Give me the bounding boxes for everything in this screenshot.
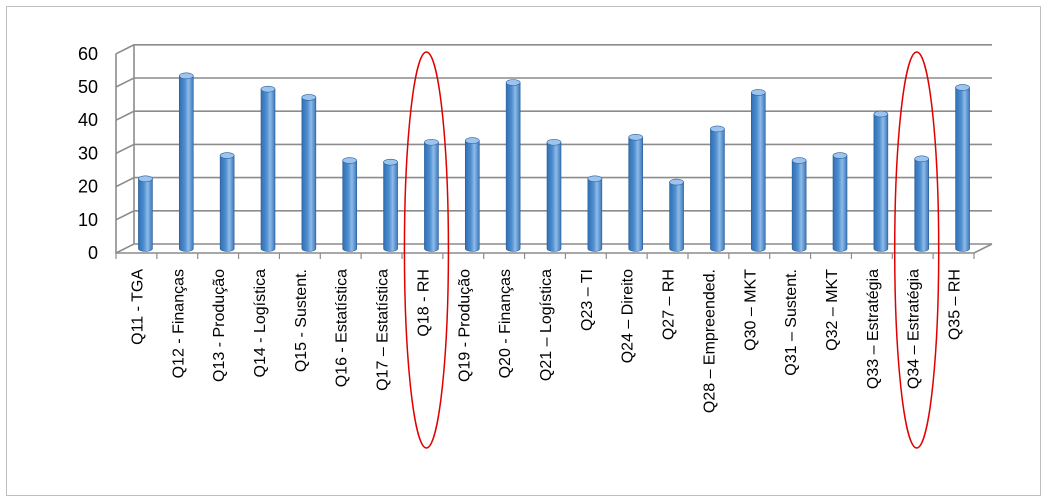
category-label: Q17 – Estatística [375, 269, 392, 391]
bar [383, 158, 398, 252]
category-label: Q33 – Estratégia [865, 269, 882, 389]
bar [628, 133, 644, 252]
bar [873, 110, 889, 252]
bar [505, 79, 521, 252]
bar [914, 155, 930, 252]
y-tick-label: 50 [78, 77, 98, 97]
category-label: Q28 – Empreended. [701, 269, 718, 413]
chart-frame [6, 6, 1041, 496]
gridline [115, 110, 992, 121]
category-label: Q24 – Direito [620, 269, 637, 363]
category-label: Q18 - RH [415, 269, 432, 337]
bar [832, 152, 848, 252]
y-tick-label: 40 [78, 110, 98, 130]
category-labels: Q11 - TGA Q12 - Finanças Q13 - Produção Q14… [129, 269, 963, 413]
category-label: Q20 - Finanças [497, 269, 514, 378]
category-label: Q16 - Estatística [334, 269, 351, 387]
highlight-ellipse [893, 51, 940, 449]
category-label: Q15 - Sustent. [293, 269, 310, 372]
category-label: Q12 - Finanças [170, 269, 187, 378]
category-label: Q23 – TI [579, 269, 596, 331]
y-tick-label: 60 [78, 44, 98, 64]
y-tick-labels: 0 10 20 30 40 50 60 [78, 44, 98, 263]
bar [750, 89, 766, 252]
category-label: Q30 – MKT [742, 269, 759, 351]
axes [115, 44, 993, 259]
category-label: Q27 – RH [661, 269, 678, 340]
bar [424, 138, 439, 252]
category-label: Q11 - TGA [129, 269, 146, 345]
bars [138, 72, 970, 252]
bar [342, 157, 358, 252]
y-tick-label: 30 [78, 143, 98, 163]
y-tick-label: 20 [78, 177, 98, 197]
bar [955, 84, 970, 252]
category-label: Q14 - Logística [252, 269, 269, 378]
category-label: Q21 – Logística [538, 269, 555, 381]
bar [260, 85, 276, 252]
bar [301, 94, 317, 252]
bar [464, 137, 480, 252]
bar [587, 175, 603, 252]
category-label: Q32 – MKT [824, 269, 841, 351]
bar [546, 138, 562, 252]
axis-line [115, 53, 993, 254]
category-label: Q34 – Estratégia [906, 269, 923, 389]
bar [791, 157, 807, 252]
category-label: Q19 - Produção [456, 269, 473, 382]
bar [138, 175, 153, 252]
bar [219, 152, 235, 252]
bar [178, 72, 194, 252]
y-tick-label: 0 [88, 243, 98, 263]
y-tick-label: 10 [78, 210, 98, 230]
bar [669, 178, 684, 252]
gridline [115, 77, 992, 88]
highlight-ellipse [403, 51, 450, 449]
category-label: Q35 – RH [947, 269, 964, 340]
gridline [115, 43, 992, 55]
category-label: Q13 - Produção [211, 269, 228, 382]
category-label: Q31 – Sustent. [783, 269, 800, 376]
bar [710, 125, 725, 252]
highlight-ellipses [403, 51, 940, 449]
